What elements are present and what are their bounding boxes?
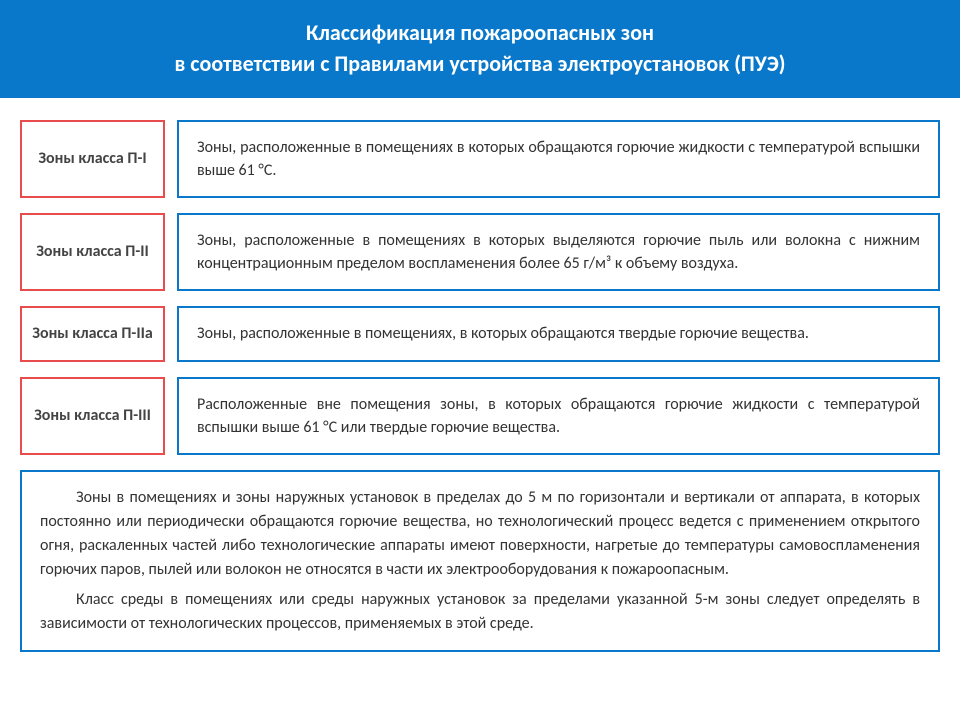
zone-desc-p2: Зоны, расположенные в помещениях в котор… (177, 213, 940, 291)
zone-row-p1: Зоны класса П-I Зоны, расположенные в по… (20, 120, 940, 198)
page-header: Классификация пожароопасных зон в соотве… (0, 0, 960, 98)
header-line1: Классификация пожароопасных зон (30, 18, 930, 49)
zone-label-p2a: Зоны класса П-IIа (20, 306, 165, 361)
content-area: Зоны класса П-I Зоны, расположенные в по… (0, 98, 960, 662)
footer-note: Зоны в помещениях и зоны наружных устано… (20, 470, 940, 652)
zone-desc-p2a: Зоны, расположенные в помещениях, в кото… (177, 306, 940, 361)
zone-row-p3: Зоны класса П-III Расположенные вне поме… (20, 377, 940, 455)
footer-paragraph-1: Зоны в помещениях и зоны наружных устано… (40, 486, 920, 582)
header-line2: в соответствии с Правилами устройства эл… (30, 49, 930, 80)
zone-desc-p1: Зоны, расположенные в помещениях в котор… (177, 120, 940, 198)
zone-label-p1: Зоны класса П-I (20, 120, 165, 198)
footer-paragraph-2: Класс среды в помещениях или среды наруж… (40, 588, 920, 636)
zone-row-p2a: Зоны класса П-IIа Зоны, расположенные в … (20, 306, 940, 361)
zone-desc-p3: Расположенные вне помещения зоны, в кото… (177, 377, 940, 455)
zone-row-p2: Зоны класса П-II Зоны, расположенные в п… (20, 213, 940, 291)
zone-label-p3: Зоны класса П-III (20, 377, 165, 455)
zone-label-p2: Зоны класса П-II (20, 213, 165, 291)
